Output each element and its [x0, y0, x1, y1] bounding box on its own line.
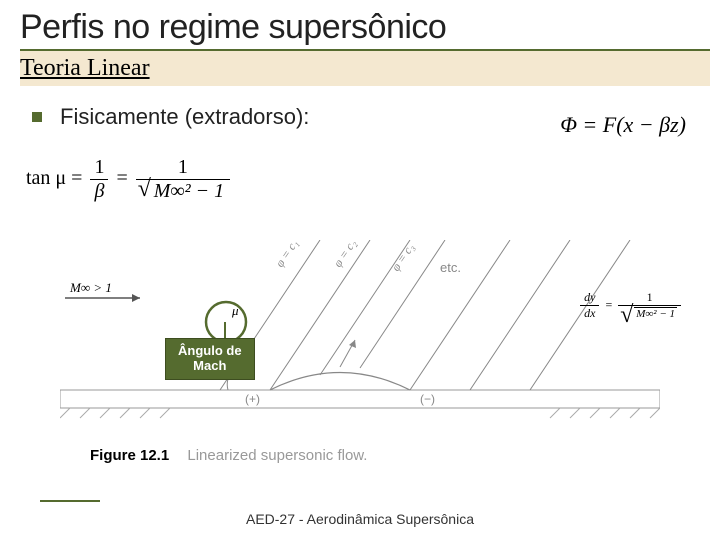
m-infinity-label: M∞ > 1	[70, 280, 112, 296]
etc-label: etc.	[440, 260, 461, 275]
mach-angle-callout: Ângulo de Mach	[165, 338, 255, 380]
mu-label: μ	[232, 303, 239, 319]
subtitle-band: Teoria Linear	[20, 51, 710, 86]
slide-title: Perfis no regime supersônico	[0, 0, 720, 49]
figure-caption: Figure 12.1 Linearized supersonic flow.	[90, 447, 367, 464]
equation-phi: Φ = F(x − βz)	[560, 112, 686, 138]
svg-text:(+): (+)	[245, 392, 260, 406]
subtitle: Teoria Linear	[20, 55, 150, 81]
figure-number: Figure 12.1	[90, 447, 169, 464]
dydx-equation: dy dx = 1 M∞² − 1	[577, 290, 684, 321]
svg-text:(−): (−)	[420, 392, 435, 406]
frac-1-beta: 1 β	[90, 156, 108, 203]
footer-accent-line	[40, 500, 100, 502]
bullet-icon	[32, 112, 42, 122]
callout-line1: Ângulo de	[178, 344, 242, 359]
figure-caption-text: Linearized supersonic flow.	[187, 447, 367, 464]
footer-text: AED-27 - Aerodinâmica Supersônica	[0, 511, 720, 527]
equation-tan-mu: tan μ = 1 β = 1 M∞² − 1	[26, 156, 233, 203]
frac-1-sqrt: 1 M∞² − 1	[136, 156, 230, 203]
tan-lhs: tan μ =	[26, 167, 82, 189]
figure-diagram: (+) (−)	[60, 240, 660, 440]
bullet-text: Fisicamente (extradorso):	[60, 104, 309, 130]
eq-sign: =	[116, 167, 127, 189]
callout-line2: Mach	[178, 359, 242, 374]
